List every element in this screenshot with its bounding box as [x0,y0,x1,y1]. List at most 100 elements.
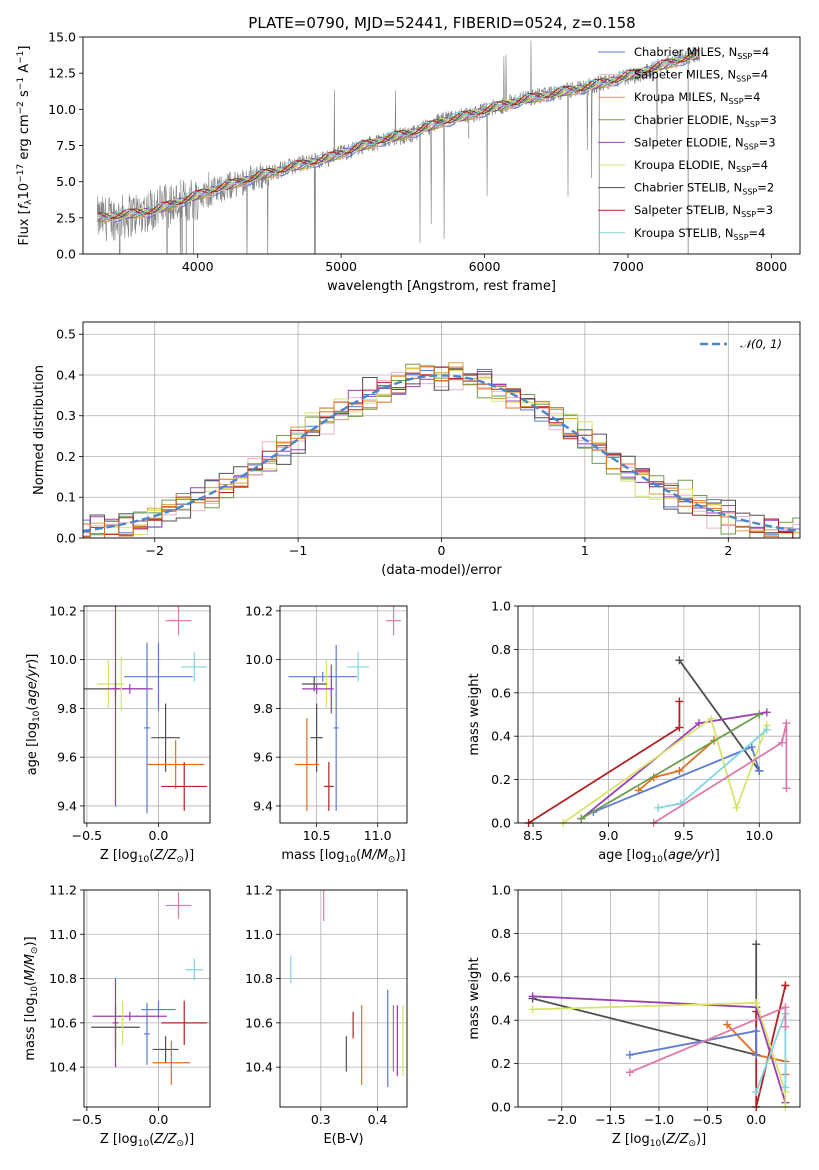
spectrum-model-line [97,50,700,219]
x-tick-label: 8.5 [523,828,543,843]
y-axis-label: Flux [fλ10−17 erg cm−2 s−1 A−1] [16,46,34,246]
y-tick-label: 10.0 [48,102,76,117]
y-tick-label: 11.0 [49,927,77,942]
legend-label: Kroupa ELODIE, NSSP=4 [634,158,768,174]
y-tick-label: 0.0 [491,816,511,831]
spectrum-model-line [97,56,700,222]
x-tick-label: −1 [289,543,307,558]
y-tick-label: 0.0 [491,1100,511,1115]
axes-frame [279,605,408,824]
x-tick-label: 9.0 [599,828,619,843]
legend-label: Chabrier ELODIE, NSSP=3 [634,113,777,129]
weight-series-line [638,739,715,792]
legend-label: Salpeter MILES, NSSP=4 [634,68,768,84]
y-tick-label: 0.0 [56,531,76,546]
weight-series-line [678,659,761,772]
y-tick-label: 11.2 [245,883,273,898]
y-tick-label: 0.4 [491,1013,511,1028]
weight-series-line [562,717,768,823]
y-tick-label: 10.2 [245,603,273,618]
weight-series-line [532,1001,787,1107]
y-tick-label: 1.0 [491,599,511,614]
legend-label: Salpeter ELODIE, NSSP=3 [634,135,776,151]
normal-curve [82,374,801,533]
axes-frame [82,36,801,255]
y-tick-label: 5.0 [56,174,76,189]
x-tick-label: 0.0 [149,828,169,843]
x-axis-label: Z [log10(Z/Z⊙)] [100,848,194,865]
axes-frame [83,889,211,1108]
spectrum-model-line [97,49,700,219]
x-tick-label: 10.0 [745,828,773,843]
spectrum-model-line [97,55,700,223]
x-tick-label: −2.0 [547,1112,577,1127]
y-axis-label: mass [log10(M/M⊙)] [23,936,40,1060]
y-tick-label: 11.2 [49,883,77,898]
y-tick-label: 2.5 [56,210,76,225]
weight-series-line [532,944,758,1057]
figure-title: PLATE=0790, MJD=52441, FIBERID=0524, z=0… [248,14,635,32]
y-tick-label: 0.3 [56,408,76,423]
y-tick-label: 10.8 [245,971,273,986]
y-tick-label: 9.6 [253,750,273,765]
y-tick-label: 10.4 [245,1060,273,1075]
y-tick-label: 9.4 [57,798,77,813]
y-tick-label: 15.0 [48,30,76,45]
legend-label: Chabrier STELIB, NSSP=2 [634,181,774,197]
x-tick-label: 11.0 [364,828,392,843]
y-tick-label: 10.2 [49,603,77,618]
legend-label: 𝒩(0, 1) [740,337,782,351]
x-tick-label: 0.0 [746,1112,766,1127]
y-tick-label: 0.0 [56,247,76,262]
y-tick-label: 10.8 [49,971,77,986]
axes-frame [517,889,801,1108]
y-tick-label: 0.2 [56,449,76,464]
x-tick-label: −0.5 [72,1112,102,1127]
y-tick-label: 10.4 [49,1060,77,1075]
x-tick-label: 0.4 [368,1112,388,1127]
x-axis-label: E(B-V) [323,1132,363,1147]
y-tick-label: 10.0 [49,652,77,667]
y-tick-label: 10.6 [245,1015,273,1030]
y-tick-label: 0.8 [491,926,511,941]
y-tick-label: 0.8 [491,642,511,657]
x-tick-label: 10.5 [303,828,331,843]
x-axis-label: mass [log10(M/M⊙)] [281,848,405,865]
x-tick-label: −1.5 [595,1112,625,1127]
y-tick-label: 10.0 [245,652,273,667]
x-tick-label: 6000 [469,259,501,274]
x-tick-label: 5000 [325,259,357,274]
x-axis-label: age [log10(age/yr)] [598,848,720,865]
residual-histogram [83,365,800,538]
x-tick-label: 2 [724,543,732,558]
axes-frame [517,605,801,824]
y-tick-label: 10.6 [49,1015,77,1030]
x-tick-label: 4000 [182,259,214,274]
x-tick-label: 0.0 [149,1112,169,1127]
axes-frame [279,889,408,1108]
legend-label: Chabrier MILES, NSSP=4 [634,45,769,61]
y-tick-label: 0.1 [56,490,76,505]
x-axis-label: wavelength [Angstrom, rest frame] [327,279,556,294]
axes-frame [82,321,801,539]
y-tick-label: 11.0 [245,927,273,942]
x-tick-label: −0.5 [72,828,102,843]
weight-series-line [629,1029,758,1056]
y-tick-label: 0.6 [491,969,511,984]
legend-label: Kroupa STELIB, NSSP=4 [634,226,765,242]
y-tick-label: 0.6 [491,685,511,700]
axes-frame [83,605,211,824]
y-axis-label: mass weight [467,957,482,1039]
y-tick-label: 1.0 [491,883,511,898]
y-tick-label: 0.5 [56,327,76,342]
legend-label: Salpeter STELIB, NSSP=3 [634,203,773,219]
y-tick-label: 0.4 [491,729,511,744]
y-tick-label: 12.5 [48,66,76,81]
x-tick-label: 7000 [612,259,644,274]
y-tick-label: 0.2 [491,1056,511,1071]
x-tick-label: 0 [438,543,446,558]
residual-histogram [83,368,800,538]
x-tick-label: −1.0 [644,1112,674,1127]
x-tick-label: −2 [145,543,163,558]
